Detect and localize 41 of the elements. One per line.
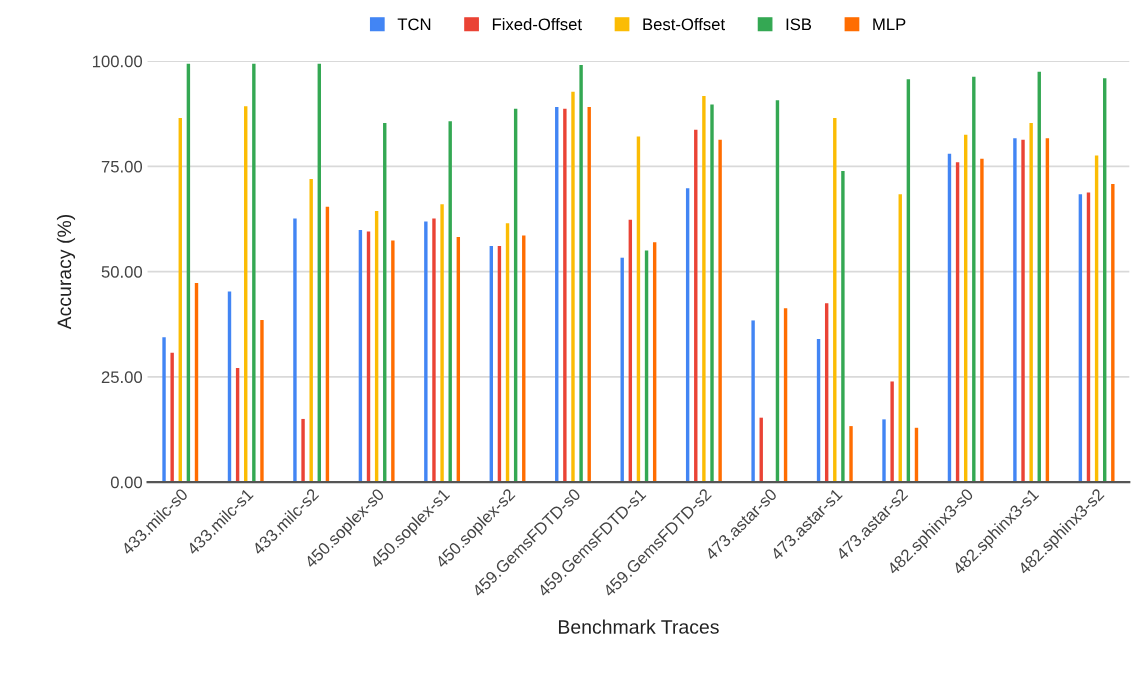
bar <box>309 178 313 483</box>
bar <box>1111 184 1115 483</box>
y-tick-label: 0.00 <box>110 476 143 489</box>
bar <box>1029 122 1033 483</box>
y-axis-title: Accuracy (%) <box>56 215 76 330</box>
bar <box>980 158 984 483</box>
bar <box>170 352 174 483</box>
bar <box>260 320 264 483</box>
bar <box>448 121 452 483</box>
y-tick-label: 100.00 <box>92 55 143 68</box>
bar <box>432 218 436 483</box>
y-tick-label: 75.00 <box>101 160 143 173</box>
bar <box>702 96 706 483</box>
bar <box>301 418 305 483</box>
bar <box>751 320 755 483</box>
legend-label: TCN <box>397 18 431 31</box>
y-tick-label: 50.00 <box>101 266 143 278</box>
legend-label: Best-Offset <box>643 17 725 31</box>
y-tick-label: 25.00 <box>101 371 143 384</box>
bar <box>1013 138 1017 483</box>
legend-label: Fixed-Offset <box>492 17 582 31</box>
bar <box>571 91 575 483</box>
x-axis-title: Benchmark Traces <box>558 619 719 634</box>
bar <box>718 139 722 483</box>
bar <box>293 218 297 483</box>
bar <box>1021 139 1025 483</box>
bar <box>841 170 845 483</box>
bar <box>391 240 395 483</box>
bar <box>440 204 444 483</box>
bar <box>882 419 886 483</box>
bar <box>972 76 976 483</box>
bar <box>579 64 583 483</box>
legend-label: ISB <box>786 18 812 31</box>
bar <box>710 104 714 483</box>
bar <box>252 63 256 483</box>
legend-label: MLP <box>873 18 906 31</box>
bar <box>424 221 428 483</box>
bar <box>890 381 894 483</box>
bar <box>162 337 166 483</box>
bar <box>563 108 567 483</box>
bar <box>849 426 853 483</box>
